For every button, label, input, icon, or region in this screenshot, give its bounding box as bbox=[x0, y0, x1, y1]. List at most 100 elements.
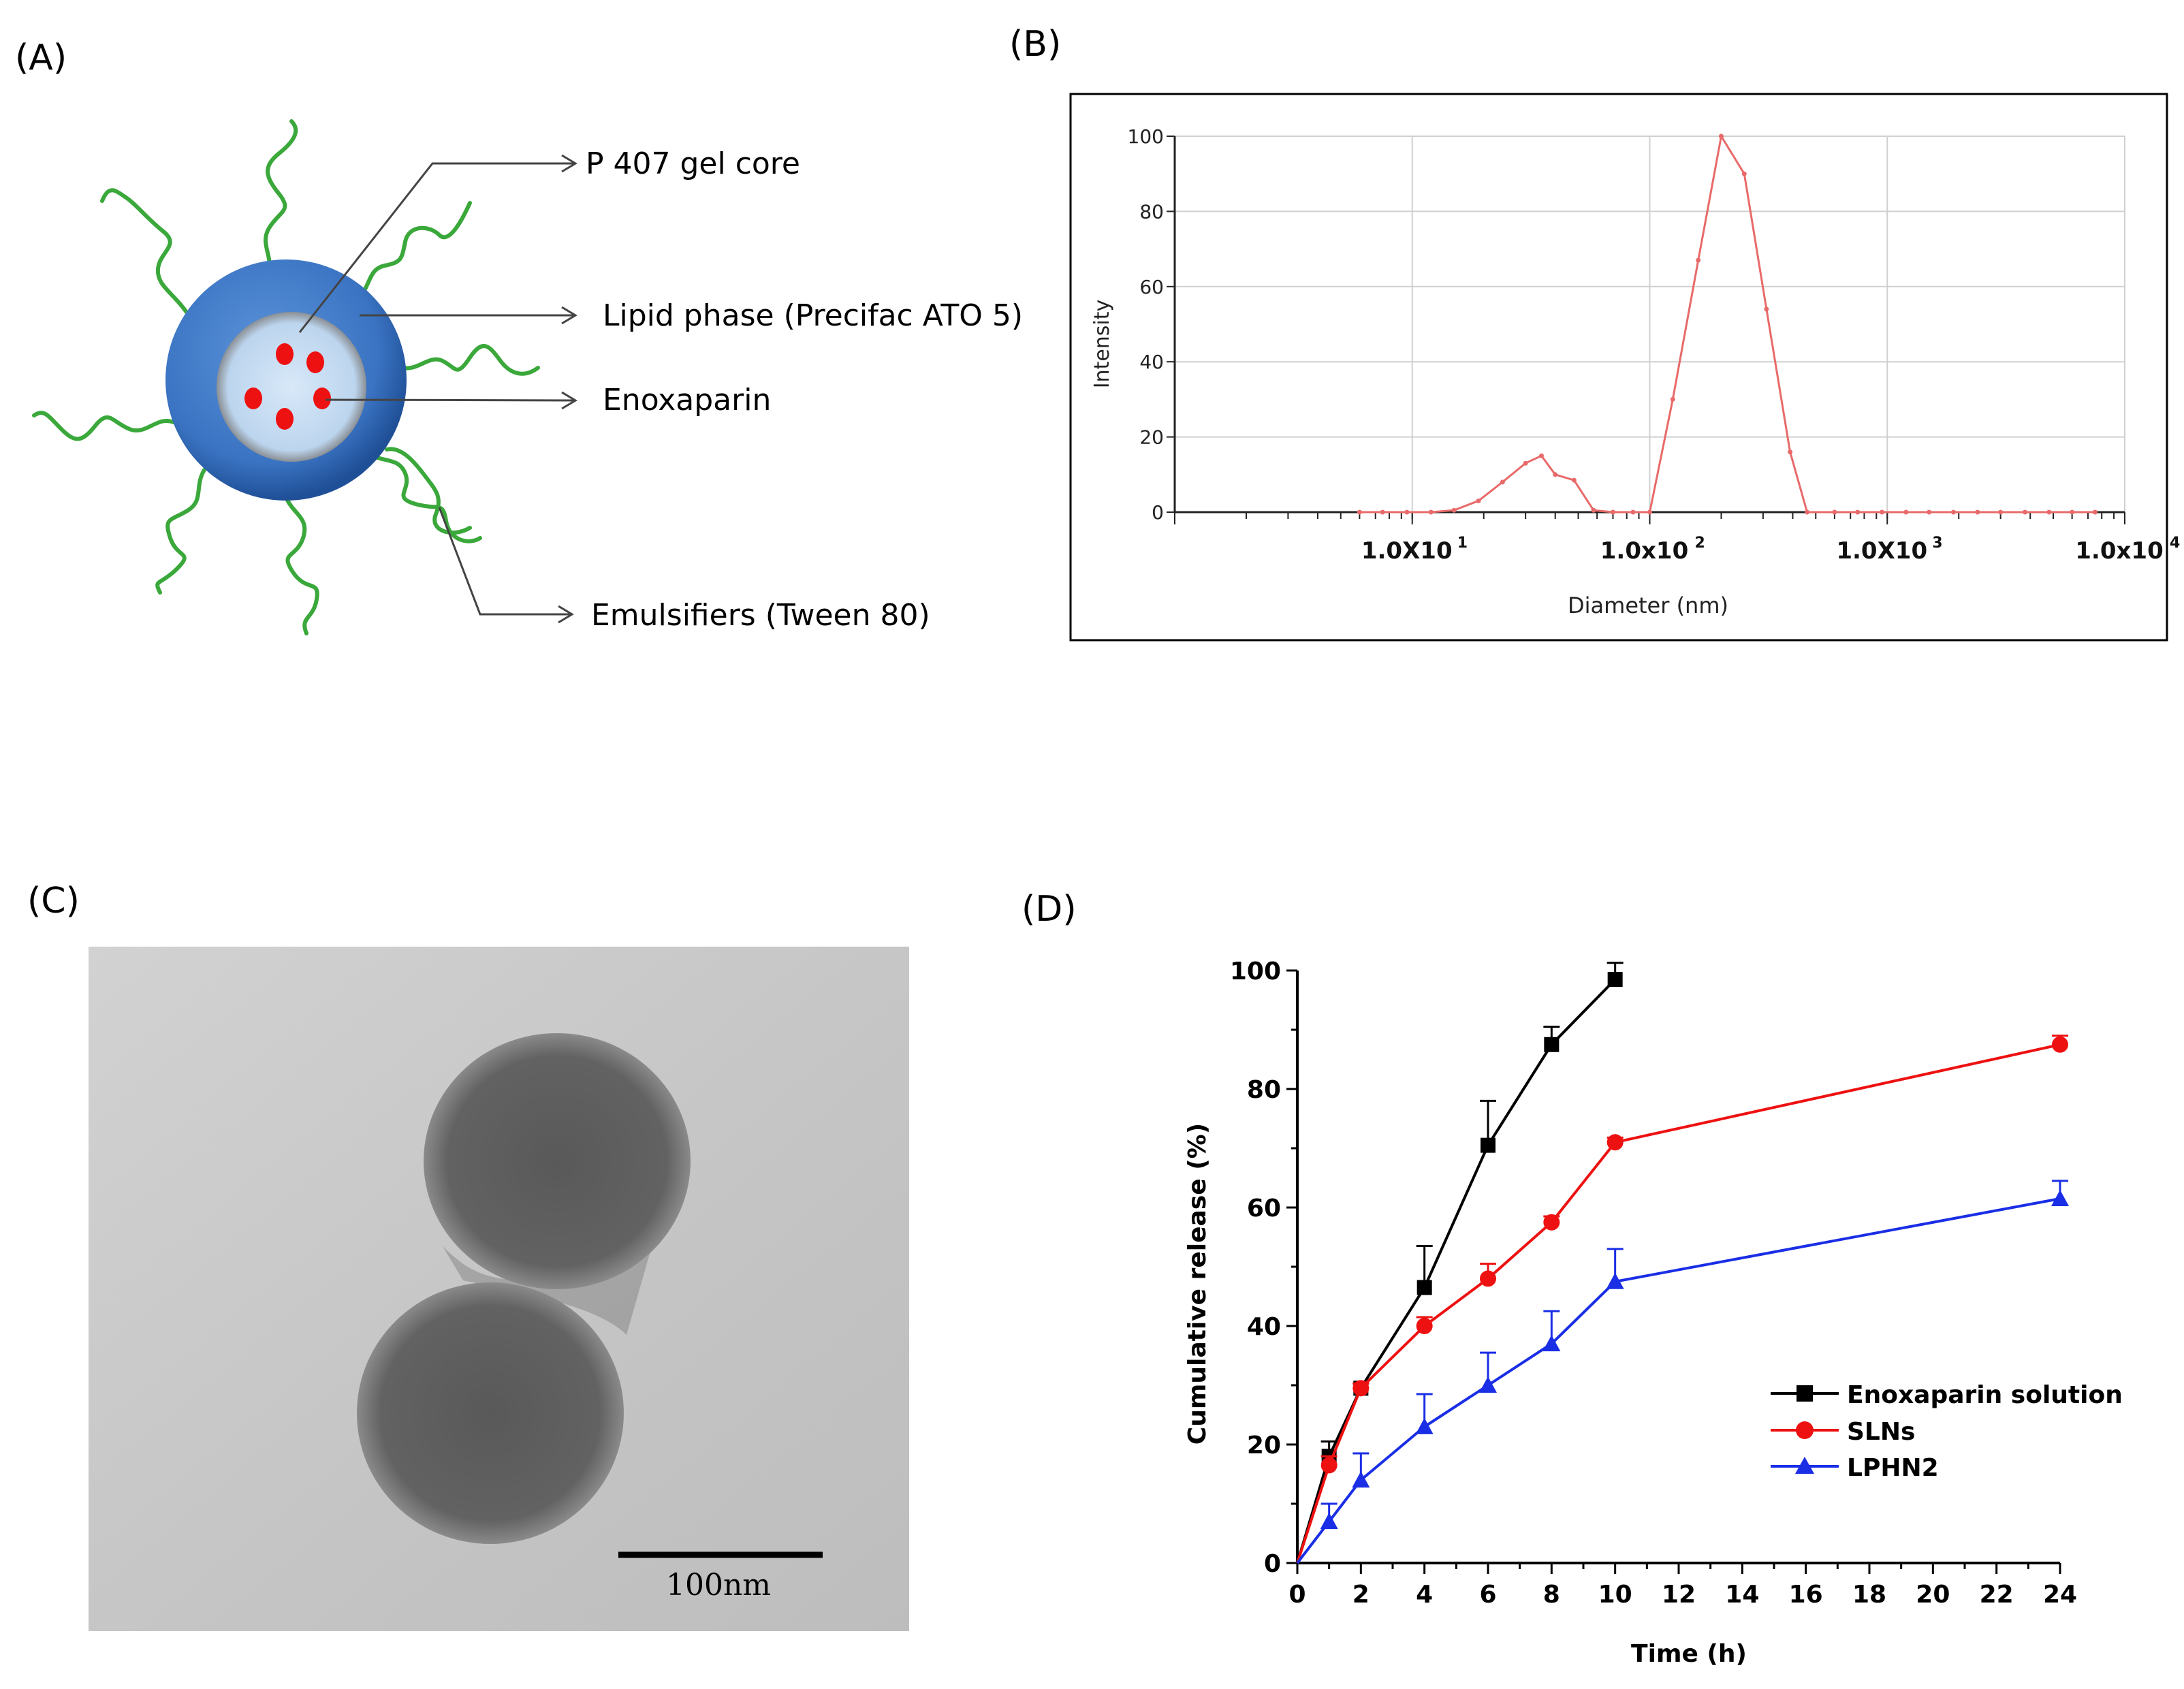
drug-dot bbox=[276, 343, 294, 365]
emulsifier-chain bbox=[385, 447, 472, 535]
scale-bar-label: 100nm bbox=[666, 1568, 771, 1603]
size-point bbox=[1950, 509, 1956, 515]
size-chart-ylabel: Intensity bbox=[1090, 300, 1114, 389]
label-gel-core: P 407 gel core bbox=[586, 146, 800, 181]
data-point bbox=[1481, 1137, 1495, 1153]
data-point bbox=[1544, 1037, 1560, 1052]
size-chart-frame bbox=[1069, 93, 2168, 642]
series-line bbox=[1296, 1197, 2061, 1564]
size-point bbox=[2092, 509, 2098, 515]
series-line bbox=[1296, 978, 1617, 1564]
arrow-head bbox=[561, 306, 577, 325]
y-tick-label: 100 bbox=[1128, 125, 1164, 148]
data-point bbox=[1417, 1280, 1432, 1295]
release-legend: Enoxaparin solution SLNs LPHN2 bbox=[1771, 1381, 2123, 1482]
y-tick-label: 0 bbox=[1152, 501, 1164, 524]
data-point bbox=[1415, 1417, 1434, 1434]
legend-marker-solution bbox=[1797, 1385, 1813, 1402]
data-point bbox=[1352, 1471, 1370, 1488]
size-point bbox=[1553, 472, 1558, 477]
y-tick-label: 0 bbox=[1264, 1550, 1281, 1578]
emulsifier-chain bbox=[400, 344, 540, 376]
size-point bbox=[1428, 509, 1434, 515]
callout-emulsifier bbox=[438, 507, 572, 616]
size-point bbox=[1855, 509, 1861, 515]
x-tick-label: 1.0X10 bbox=[1836, 537, 1927, 565]
emulsifier-chain bbox=[155, 468, 206, 595]
emulsifier-chain bbox=[366, 451, 482, 543]
data-point bbox=[1542, 1335, 1561, 1352]
arrow-head bbox=[561, 154, 577, 173]
nanoparticle-upper bbox=[424, 1033, 691, 1289]
data-point bbox=[1352, 1380, 1370, 1397]
size-point bbox=[1523, 460, 1528, 466]
size-point bbox=[1630, 509, 1636, 515]
size-point bbox=[1451, 507, 1457, 513]
enoxaparin-dots bbox=[244, 343, 331, 430]
x-tick-label: 0 bbox=[1288, 1581, 1305, 1609]
panel-c-letter: (C) bbox=[27, 881, 80, 921]
y-tick-label: 20 bbox=[1247, 1432, 1281, 1459]
data-point bbox=[1320, 1457, 1338, 1474]
label-emulsifiers: Emulsifiers (Tween 80) bbox=[591, 598, 930, 633]
nanoparticle-lower bbox=[357, 1282, 624, 1544]
size-point bbox=[1832, 509, 1837, 515]
size-point bbox=[1357, 509, 1362, 515]
size-point bbox=[1718, 133, 1724, 139]
drug-dot bbox=[244, 388, 262, 409]
size-point bbox=[1788, 449, 1793, 455]
size-point bbox=[1380, 509, 1385, 515]
legend-label-solution: Enoxaparin solution bbox=[1847, 1381, 2123, 1409]
y-tick-label: 80 bbox=[1247, 1076, 1281, 1104]
data-point bbox=[1606, 1272, 1624, 1289]
size-curve bbox=[1359, 133, 2095, 514]
x-tick-label: 1.0x10 bbox=[2075, 537, 2163, 565]
data-point bbox=[1543, 1214, 1560, 1231]
x-tick-label: 1.0x10 bbox=[1600, 537, 1688, 565]
x-tick-label: 18 bbox=[1852, 1581, 1886, 1609]
emulsifier-chain bbox=[100, 188, 189, 315]
y-tick-label: 80 bbox=[1139, 200, 1164, 223]
y-tick-label: 20 bbox=[1139, 426, 1164, 449]
x-tick-label: 24 bbox=[2043, 1581, 2077, 1609]
data-point bbox=[1607, 972, 1623, 988]
size-point bbox=[1805, 509, 1810, 515]
y-tick-label: 40 bbox=[1247, 1313, 1281, 1341]
size-point bbox=[1591, 507, 1596, 513]
data-point bbox=[1607, 1134, 1624, 1151]
data-point bbox=[1320, 1513, 1338, 1530]
data-point bbox=[1480, 1270, 1496, 1287]
label-enoxaparin: Enoxaparin bbox=[603, 383, 771, 417]
y-tick-label: 40 bbox=[1139, 351, 1164, 373]
x-tick-label-exponent: 3 bbox=[1932, 535, 1942, 552]
size-point bbox=[1610, 509, 1615, 515]
release-chart-xlabel: Time (h) bbox=[1631, 1640, 1747, 1668]
emulsifier-chain bbox=[284, 495, 319, 635]
size-point bbox=[1975, 509, 1980, 515]
label-lipid-phase: Lipid phase (Precifac ATO 5) bbox=[603, 298, 1023, 333]
x-tick-label: 8 bbox=[1543, 1581, 1560, 1609]
size-point bbox=[1647, 509, 1652, 515]
x-tick-label-exponent: 1 bbox=[1457, 535, 1468, 552]
size-point bbox=[2022, 509, 2027, 515]
x-tick-label: 20 bbox=[1916, 1581, 1950, 1609]
x-tick-label: 12 bbox=[1662, 1581, 1696, 1609]
callout-core bbox=[298, 162, 575, 333]
size-point bbox=[1571, 477, 1577, 483]
gel-core bbox=[217, 312, 366, 462]
x-tick-label: 1.0X10 bbox=[1361, 537, 1453, 565]
emulsifier-chain bbox=[355, 201, 472, 302]
size-point bbox=[2070, 509, 2075, 515]
size-point bbox=[1879, 509, 1884, 515]
size-point bbox=[1670, 396, 1675, 402]
legend-label-sln: SLNs bbox=[1847, 1418, 1915, 1446]
x-tick-label: 6 bbox=[1479, 1581, 1496, 1609]
drug-dot bbox=[276, 408, 294, 430]
x-tick-label: 4 bbox=[1416, 1581, 1433, 1609]
size-point bbox=[1903, 509, 1909, 515]
emulsifier-chains bbox=[32, 119, 540, 635]
x-tick-label: 10 bbox=[1598, 1581, 1632, 1609]
